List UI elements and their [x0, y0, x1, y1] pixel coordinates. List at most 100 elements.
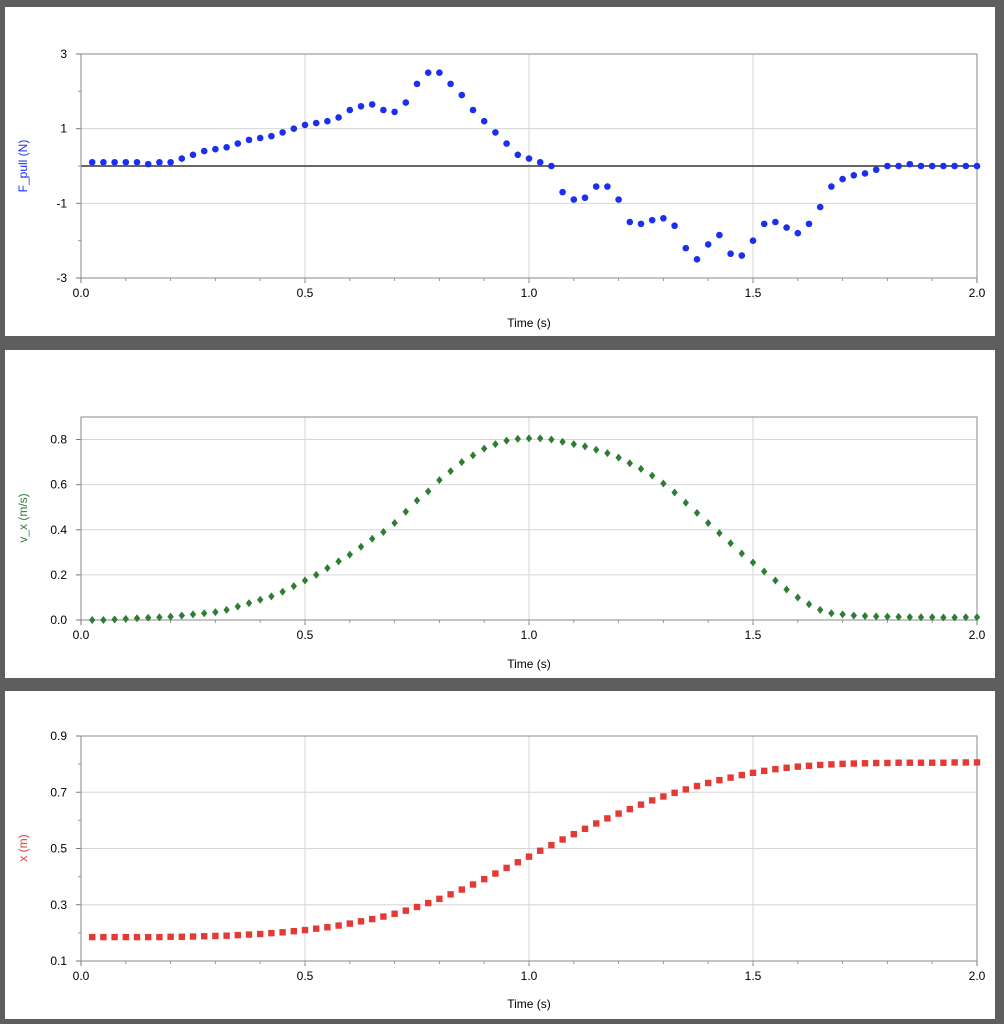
data-point [917, 759, 925, 766]
data-point [380, 528, 387, 537]
data-point [884, 612, 891, 621]
data-point [884, 162, 891, 170]
data-point [559, 836, 566, 843]
data-point [481, 444, 488, 453]
data-point [503, 436, 510, 445]
velocity-chart: 0.0 0.5 1.0 1.5 2.0 0.0 0.2 0.4 0.6 0.8 Time (s) v_… [16, 416, 986, 671]
data-point [257, 930, 264, 938]
data-point [649, 797, 656, 804]
data-point [312, 119, 320, 127]
x-tick-label: 0.5 [297, 969, 314, 983]
data-point [100, 616, 107, 624]
x-tick-label: 1.0 [521, 628, 538, 642]
data-point [805, 762, 813, 770]
data-point [469, 106, 477, 114]
data-point [167, 612, 174, 621]
data-point [458, 458, 465, 467]
data-point [570, 440, 577, 449]
data-point [458, 886, 465, 893]
data-point [301, 576, 309, 585]
data-point [447, 891, 454, 898]
data-point [626, 218, 634, 226]
data-point [301, 121, 309, 129]
x-axis-title: Time (s) [507, 316, 551, 330]
data-point [705, 519, 712, 528]
data-point [212, 932, 219, 940]
data-point [514, 859, 521, 866]
data-point [615, 453, 622, 462]
data-point [671, 789, 678, 797]
data-point [682, 498, 689, 507]
data-point [660, 479, 667, 488]
data-point [760, 220, 768, 228]
data-point [548, 435, 555, 444]
y-tick-label: 3 [60, 47, 67, 61]
data-point [391, 108, 398, 116]
data-point [772, 765, 779, 773]
x-axis-title: Time (s) [507, 997, 551, 1011]
data-point [738, 771, 745, 779]
data-point [727, 774, 734, 781]
data-point [492, 129, 499, 136]
data-point [738, 252, 746, 259]
data-point [525, 155, 533, 162]
y-tick-label: 0.7 [50, 785, 67, 799]
x-tick-label: 2.0 [969, 286, 986, 300]
data-point [413, 903, 421, 911]
data-point [660, 793, 667, 800]
data-point [783, 764, 790, 771]
data-point [335, 114, 342, 121]
data-point [413, 80, 421, 88]
data-point [727, 539, 734, 548]
data-point [268, 929, 275, 937]
data-point [324, 564, 331, 573]
data-point [380, 913, 387, 920]
data-point [693, 256, 701, 263]
data-point [525, 853, 533, 860]
x-tick-label: 1.0 [521, 286, 538, 300]
data-point [324, 117, 331, 125]
data-point [480, 117, 488, 125]
y-tick-label: 0.0 [50, 613, 67, 627]
data-point [201, 609, 208, 618]
data-point [111, 158, 118, 166]
data-point [895, 759, 902, 766]
data-point [917, 162, 925, 170]
data-point [671, 488, 678, 497]
data-point [503, 140, 510, 147]
y-tick-label: 0.2 [50, 568, 67, 582]
data-point [436, 69, 443, 76]
data-point [828, 609, 835, 618]
data-point [548, 162, 555, 170]
data-point [436, 895, 443, 903]
data-point [649, 471, 656, 480]
data-point [537, 847, 544, 854]
data-point [122, 614, 129, 623]
data-point [268, 132, 275, 140]
x-tick-label: 0.0 [73, 628, 90, 642]
data-point [772, 576, 779, 585]
data-point [850, 172, 858, 179]
y-tick-label: 1 [60, 122, 67, 136]
data-point [559, 437, 566, 446]
data-point [268, 592, 275, 601]
data-point [817, 761, 824, 769]
data-point [761, 767, 768, 775]
data-point [346, 550, 353, 559]
data-point [111, 615, 118, 624]
x-tick-label: 0.0 [73, 969, 90, 983]
data-point [167, 933, 174, 941]
data-point [156, 613, 163, 622]
data-point [749, 769, 757, 777]
data-point [682, 244, 690, 252]
data-point [178, 933, 185, 941]
data-point [346, 920, 353, 927]
data-point [861, 170, 869, 177]
data-point [716, 231, 723, 239]
data-point [201, 933, 208, 940]
data-point [133, 614, 141, 623]
data-point [906, 160, 914, 168]
data-point [256, 134, 264, 142]
data-point [234, 140, 242, 147]
data-point [615, 810, 622, 817]
